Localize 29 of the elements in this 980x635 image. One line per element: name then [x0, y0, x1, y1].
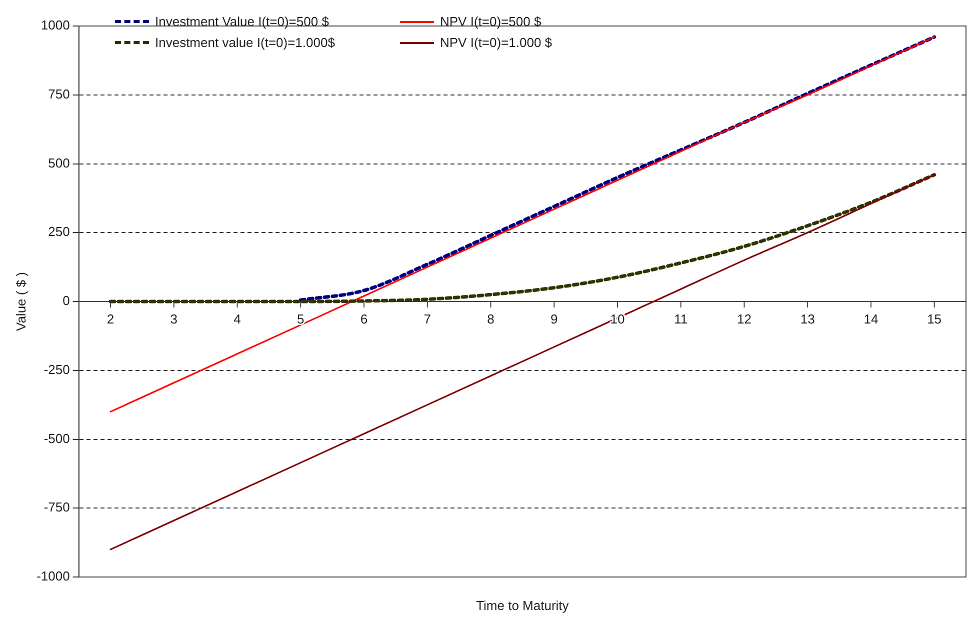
legend-label: Investment Value I(t=0)=500 $ [155, 14, 329, 29]
legend-label: NPV I(t=0)=500 $ [440, 14, 542, 29]
x-tick-label: 2 [106, 312, 114, 327]
x-tick-label: 5 [297, 312, 304, 327]
x-tick-label: 13 [800, 312, 815, 327]
y-tick-label: 750 [48, 86, 70, 102]
y-tick-label: 1000 [40, 18, 70, 33]
y-axis-title: Value ( $ ) [13, 272, 28, 332]
y-tick-label: 250 [48, 224, 70, 240]
x-tick-label: 6 [360, 312, 368, 327]
x-tick-label: 12 [736, 312, 752, 327]
legend-label: NPV I(t=0)=1.000 $ [440, 35, 552, 50]
x-tick-label: 11 [674, 312, 688, 327]
x-tick-label: 9 [550, 312, 558, 327]
x-tick-label: 8 [487, 312, 494, 327]
x-tick-label: 4 [234, 312, 241, 327]
y-tick-label: 0 [62, 293, 70, 308]
y-tick-label: -750 [44, 500, 70, 515]
x-tick-label: 7 [424, 312, 431, 327]
x-axis-title: Time to Maturity [476, 598, 570, 613]
x-tick-label: 15 [927, 312, 942, 327]
y-tick-label: 500 [48, 155, 70, 170]
x-tick-label: 14 [864, 312, 878, 327]
x-tick-label: 3 [170, 312, 178, 327]
legend-label: Investment value I(t=0)=1.000$ [155, 35, 335, 50]
y-tick-label: -1000 [36, 568, 70, 584]
y-tick-label: -500 [44, 430, 70, 446]
line-series [108, 173, 936, 304]
y-tick-label: -250 [44, 362, 70, 377]
